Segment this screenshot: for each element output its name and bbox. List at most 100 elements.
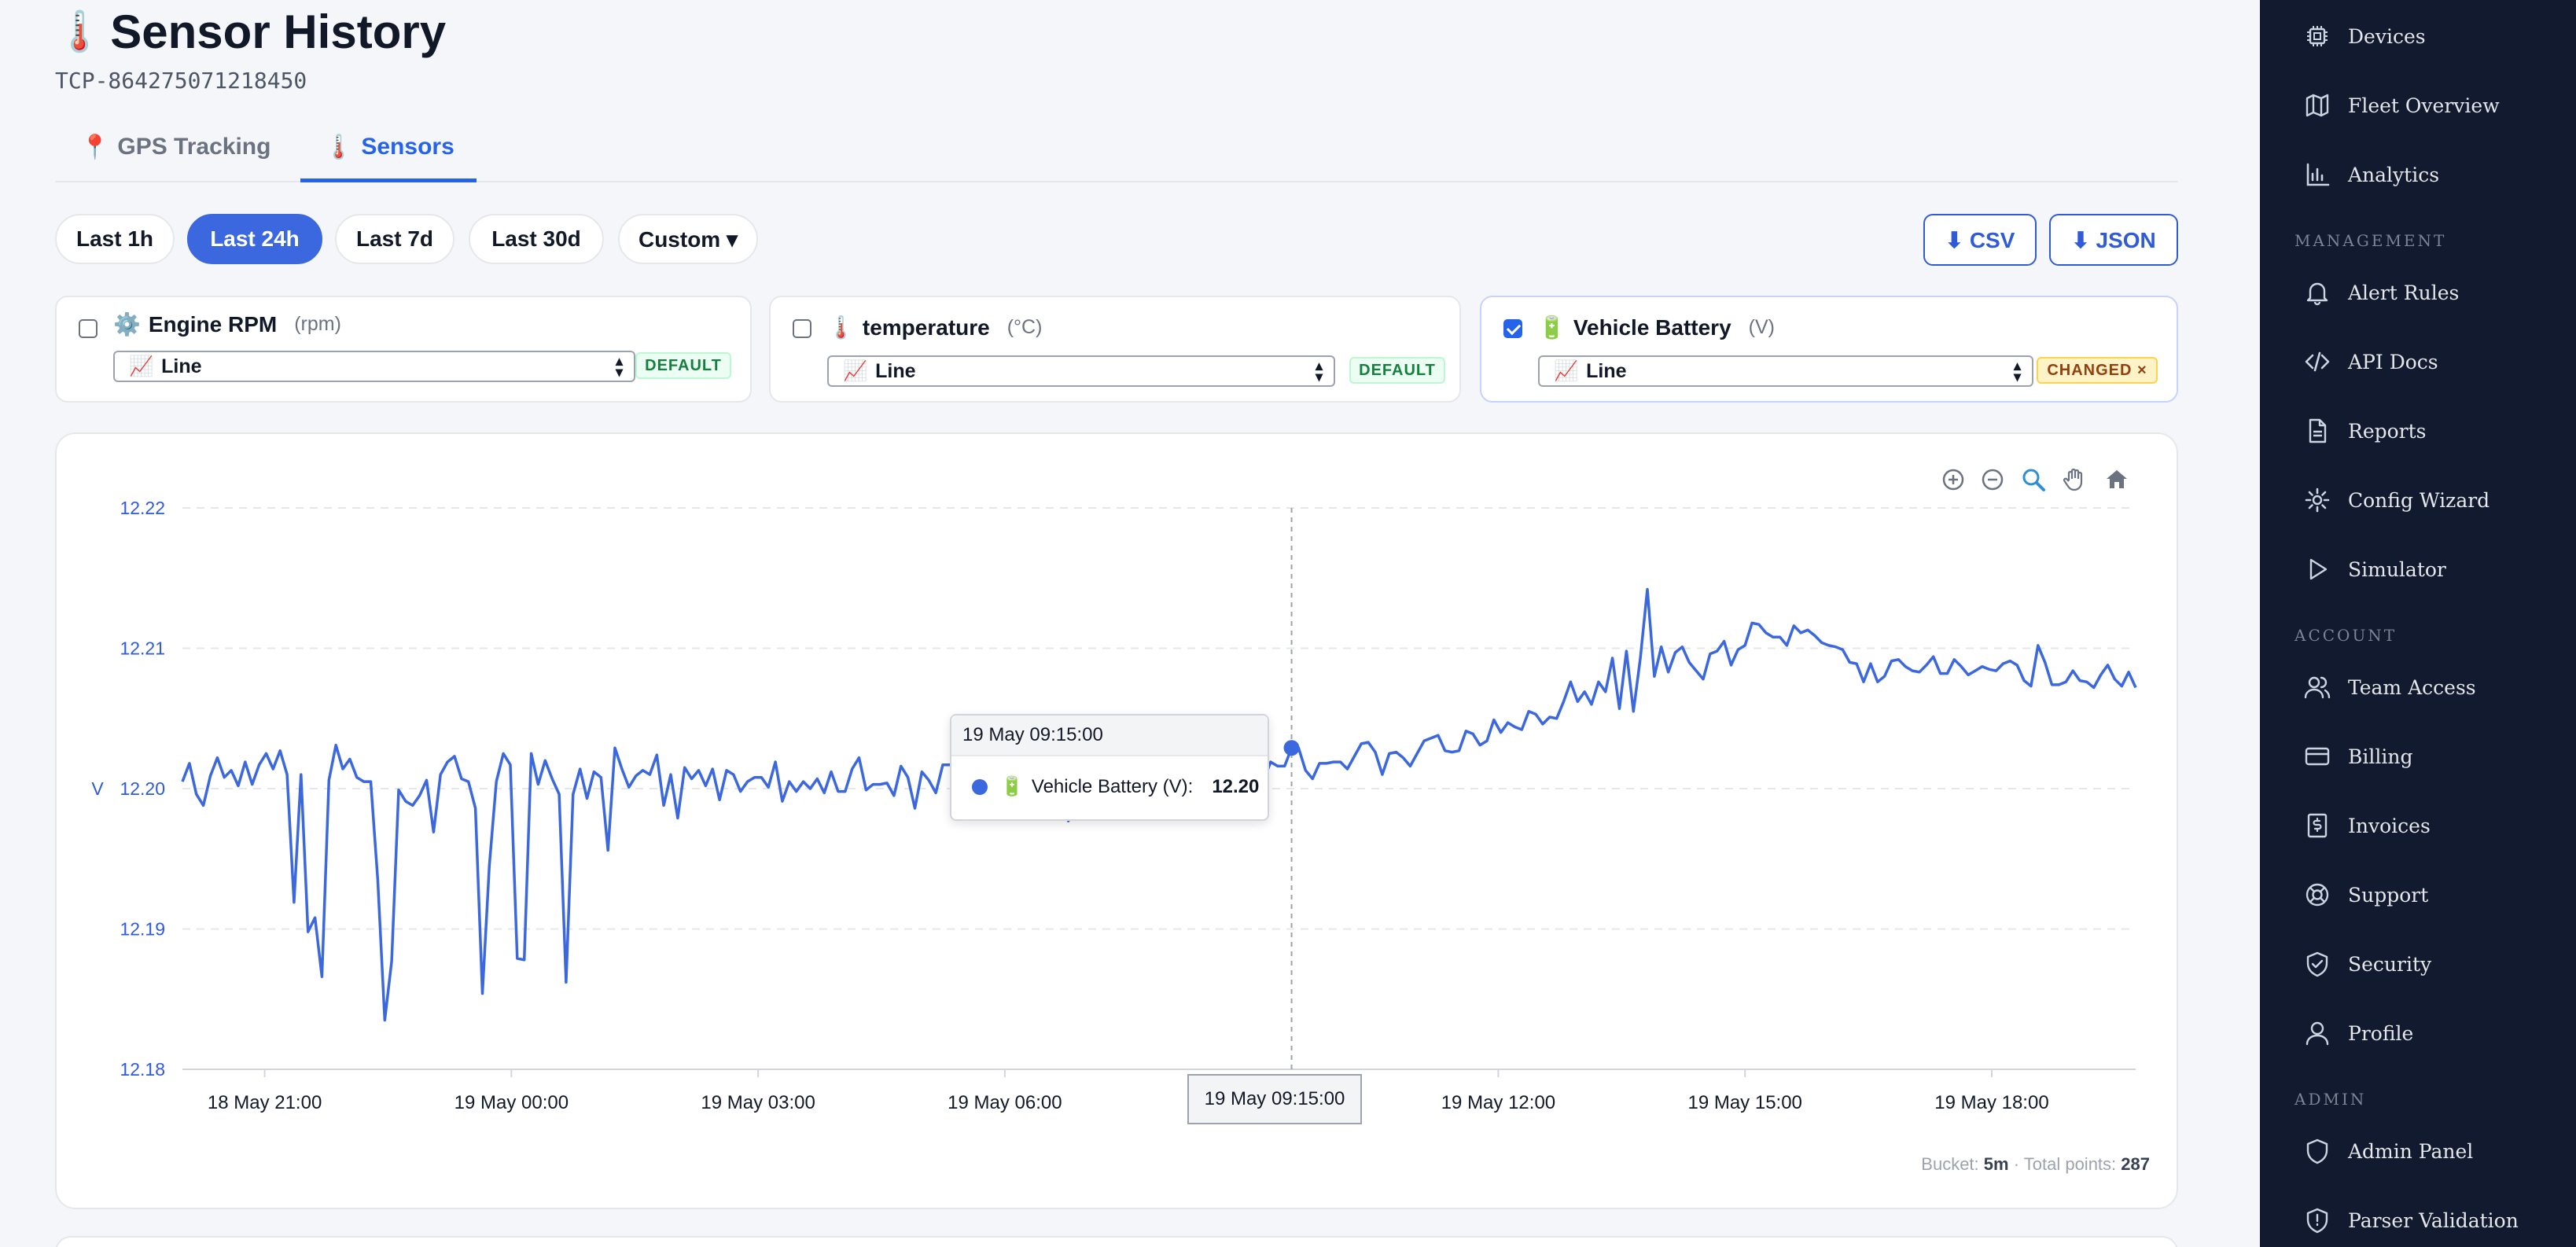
y-tick-label: 12.19	[120, 919, 165, 940]
chart-tooltip: 19 May 09:15:00 🔋 Vehicle Battery (V): 1…	[950, 714, 1269, 821]
sidebar-item-devices[interactable]: Devices	[2260, 13, 2576, 60]
sidebar-item-billing[interactable]: Billing	[2260, 733, 2576, 780]
range-last-24h-button[interactable]: Last 24h	[187, 214, 322, 264]
sidebar-section-management: MANAGEMENT	[2294, 231, 2447, 250]
sidebar-item-reports[interactable]: Reports	[2260, 407, 2576, 454]
sensor-card-engine-rpm: ⚙️ Engine RPM (rpm) 📈 Line ▴ ▾ DEFAULT	[55, 296, 752, 403]
sidebar-section-account: ACCOUNT	[2294, 626, 2398, 645]
shield-icon	[2306, 1138, 2328, 1164]
range-last-30d-button[interactable]: Last 30d	[469, 214, 604, 264]
users-icon	[2304, 676, 2331, 699]
sidebar-item-label: API Docs	[2348, 350, 2438, 373]
line-chart-icon: 📈	[1554, 359, 1579, 382]
sensor-unit: (°C)	[1006, 316, 1043, 338]
sidebar: Devices Fleet Overview Analytics MANAGEM…	[2260, 0, 2576, 1247]
tooltip-row: 🔋 Vehicle Battery (V): 12.20	[972, 775, 1259, 798]
sidebar-item-label: Billing	[2348, 745, 2413, 768]
x-tick-label: 19 May 00:00	[454, 1092, 569, 1113]
bell-icon	[2306, 282, 2328, 306]
chart-type-select[interactable]: 📈 Line ▴ ▾	[827, 355, 1335, 387]
status-badge: DEFAULT	[635, 352, 731, 379]
sensor-checkbox[interactable]	[793, 319, 811, 338]
sensor-checkbox[interactable]	[1503, 319, 1522, 338]
user-icon	[2306, 1021, 2329, 1046]
sensor-name: 🌡️ temperature (°C)	[827, 315, 1042, 340]
device-id: TCP-864275071218450	[55, 68, 307, 94]
sidebar-item-team-access[interactable]: Team Access	[2260, 664, 2576, 711]
sidebar-item-admin-panel[interactable]: Admin Panel	[2260, 1127, 2576, 1175]
sidebar-item-label: Invoices	[2348, 814, 2431, 837]
sensor-unit: (V)	[1748, 316, 1775, 338]
shield-check-icon	[2306, 951, 2328, 977]
sidebar-item-simulator[interactable]: Simulator	[2260, 546, 2576, 593]
sidebar-item-alert-rules[interactable]: Alert Rules	[2260, 269, 2576, 316]
sidebar-item-parser-validation[interactable]: Parser Validation	[2260, 1197, 2576, 1244]
sidebar-item-label: Simulator	[2348, 557, 2446, 581]
tab-sensors[interactable]: 🌡️ Sensors	[300, 134, 477, 182]
tab-gps-tracking[interactable]: 📍 GPS Tracking	[80, 134, 308, 182]
sidebar-item-api-docs[interactable]: API Docs	[2260, 338, 2576, 385]
sidebar-item-security[interactable]: Security	[2260, 940, 2576, 988]
tooltip-series-name: Vehicle Battery (V):	[1031, 775, 1194, 797]
changed-badge[interactable]: CHANGED ×	[2037, 357, 2158, 384]
thermometer-icon: 🌡️	[827, 315, 855, 340]
document-icon	[2309, 418, 2327, 443]
y-tick-label: 12.20	[120, 778, 165, 799]
x-tick-label: 19 May 15:00	[1687, 1092, 1801, 1113]
sidebar-item-support[interactable]: Support	[2260, 871, 2576, 918]
zoom-in-icon[interactable]	[1939, 465, 1967, 494]
sidebar-item-label: Admin Panel	[2348, 1139, 2474, 1163]
tooltip-time: 19 May 09:15:00	[951, 715, 1268, 756]
sidebar-item-label: Parser Validation	[2348, 1208, 2519, 1232]
tooltip-value: 12.20	[1212, 775, 1260, 797]
points-label: Total points:	[2023, 1154, 2117, 1174]
invoice-icon	[2307, 813, 2328, 838]
chip-icon	[2307, 26, 2328, 46]
sidebar-item-label: Reports	[2348, 419, 2427, 443]
sensor-card-temperature: 🌡️ temperature (°C) 📈 Line ▴ ▾ DEFAULT	[769, 296, 1461, 403]
chart-type-select[interactable]: 📈 Line ▴ ▾	[113, 351, 635, 382]
sensor-checkbox[interactable]	[79, 319, 98, 338]
sidebar-item-config-wizard[interactable]: Config Wizard	[2260, 476, 2576, 524]
sidebar-item-label: Fleet Overview	[2348, 94, 2500, 117]
page-title: 🌡️ Sensor History	[55, 5, 446, 59]
y-axis-label: V	[91, 778, 104, 799]
crosshair-x-label: 19 May 09:15:00	[1187, 1074, 1362, 1124]
sidebar-item-invoices[interactable]: Invoices	[2260, 802, 2576, 849]
series-dot	[972, 778, 988, 795]
hover-point	[1283, 740, 1300, 756]
export-json-button[interactable]: ⬇ JSON	[2049, 214, 2178, 266]
sensor-name: ⚙️ Engine RPM (rpm)	[113, 311, 341, 337]
status-badge: DEFAULT	[1349, 357, 1445, 384]
sidebar-item-label: Alert Rules	[2348, 281, 2460, 304]
line-chart-icon: 📈	[129, 355, 154, 377]
y-tick-label: 12.21	[120, 638, 165, 659]
sidebar-item-analytics[interactable]: Analytics	[2260, 151, 2576, 198]
range-last-1h-button[interactable]: Last 1h	[55, 214, 175, 264]
lifebuoy-icon	[2306, 883, 2329, 907]
bucket-value: 5m	[1983, 1154, 2009, 1174]
export-csv-button[interactable]: ⬇ CSV	[1923, 214, 2037, 266]
y-tick-label: 12.22	[120, 498, 165, 518]
sidebar-item-label: Devices	[2348, 24, 2426, 48]
zoom-out-icon[interactable]	[1978, 465, 2007, 494]
sidebar-item-profile[interactable]: Profile	[2260, 1010, 2576, 1057]
battery-line-chart[interactable]: 12.22 12.21 12.20 12.19 12.18 V 18 May 21:00 19…	[57, 434, 2180, 1211]
chart-type-value: Line	[875, 359, 916, 382]
selection-zoom-icon[interactable]	[2019, 465, 2048, 494]
sidebar-item-fleet-overview[interactable]: Fleet Overview	[2260, 82, 2576, 129]
sidebar-item-label: Analytics	[2348, 163, 2440, 186]
sidebar-section-admin: ADMIN	[2294, 1090, 2367, 1109]
sidebar-item-label: Profile	[2348, 1021, 2414, 1045]
reset-home-icon[interactable]	[2103, 465, 2131, 494]
range-custom-dropdown[interactable]: Custom ▾	[618, 214, 758, 264]
main-content: 🌡️ Sensor History TCP-864275071218450 📍 …	[0, 0, 2260, 1247]
map-icon	[2306, 94, 2329, 117]
y-tick-label: 12.18	[120, 1059, 165, 1080]
range-last-7d-button[interactable]: Last 7d	[335, 214, 454, 264]
x-tick-label: 19 May 12:00	[1441, 1092, 1555, 1113]
pan-hand-icon[interactable]	[2060, 465, 2088, 494]
code-icon	[2305, 351, 2330, 372]
shield-alert-icon	[2306, 1208, 2328, 1234]
chart-type-select[interactable]: 📈 Line ▴ ▾	[1538, 355, 2033, 387]
